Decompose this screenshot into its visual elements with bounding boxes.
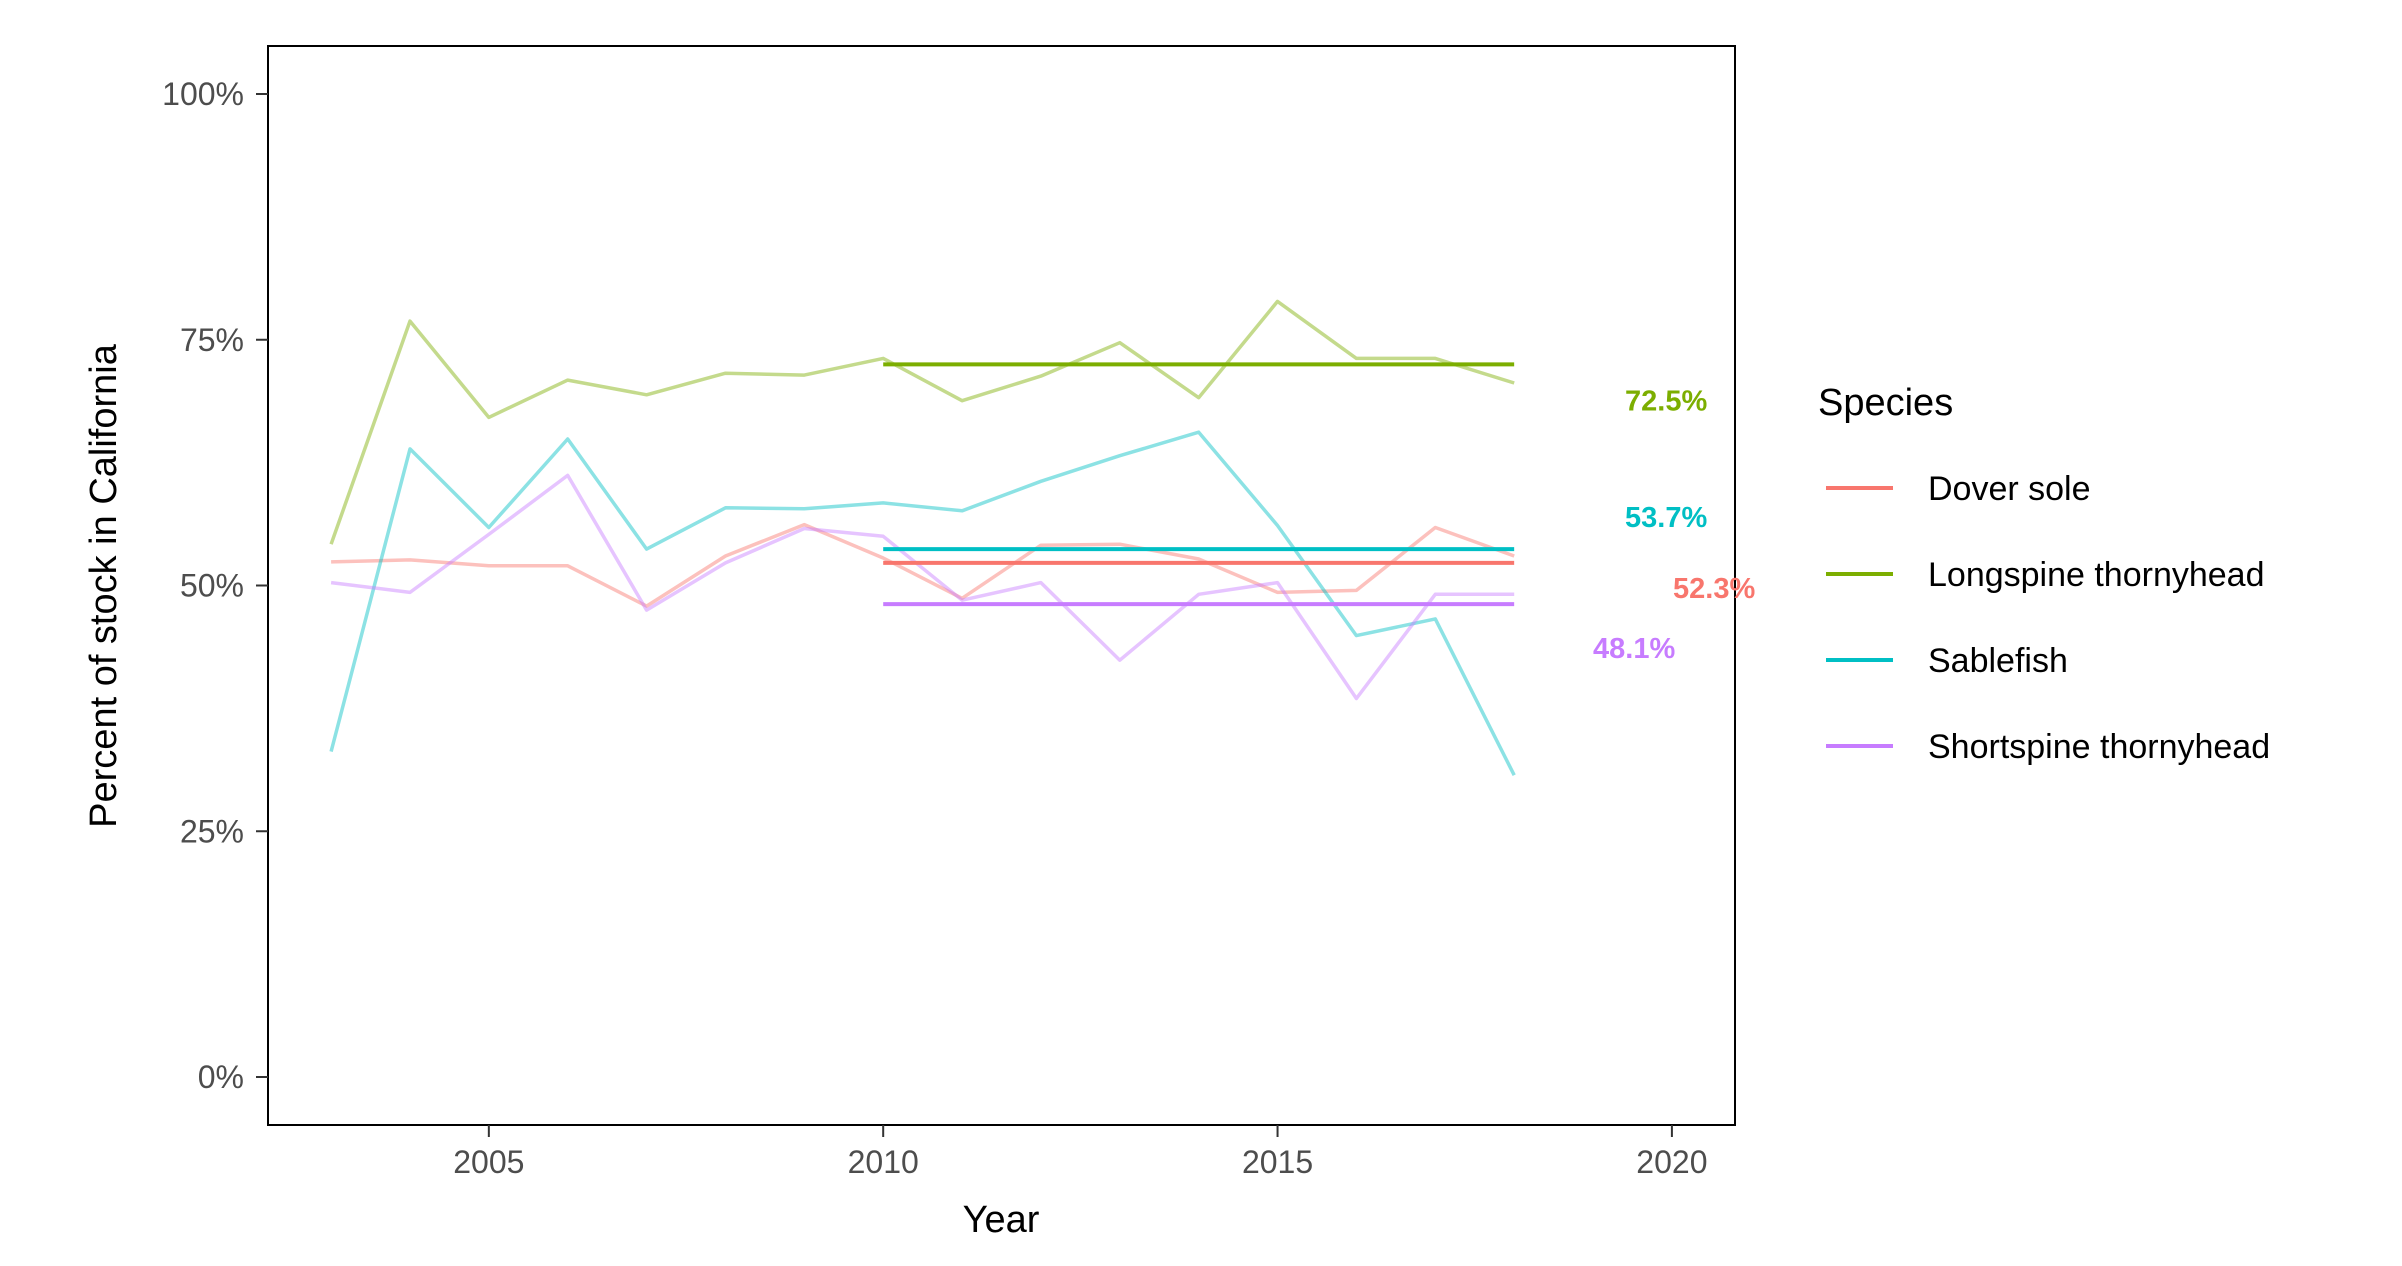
legend-label-shortspine-thornyhead: Shortspine thornyhead	[1928, 728, 2270, 766]
series-line-shortspine-thornyhead	[330, 473, 1515, 701]
y-axis: 0% 25% 50% 75% 100%	[162, 76, 268, 1095]
legend-label-sablefish: Sablefish	[1928, 642, 2068, 680]
legend-label-longspine-thornyhead: Longspine thornyhead	[1928, 556, 2265, 594]
y-tick-label: 0%	[198, 1059, 244, 1095]
x-tick-label: 2005	[453, 1144, 524, 1180]
series-line-longspine-thornyhead	[329, 299, 1515, 545]
y-tick-label: 75%	[180, 322, 244, 358]
average-label-longspine-thornyhead: 72.5%	[1625, 385, 1707, 417]
y-tick-label: 100%	[162, 76, 244, 112]
y-axis-title: Percent of stock in California	[83, 343, 125, 828]
average-label-shortspine-thornyhead: 48.1%	[1593, 633, 1675, 665]
x-tick-label: 2020	[1636, 1144, 1707, 1180]
average-label-dover-sole: 52.3%	[1673, 573, 1755, 605]
average-labels: 52.3% 72.5% 53.7% 48.1%	[1593, 385, 1755, 665]
series-line-dover-sole	[331, 522, 1515, 608]
x-tick-label: 2010	[848, 1144, 919, 1180]
average-label-sablefish: 53.7%	[1625, 502, 1707, 534]
legend-title: Species	[1818, 382, 1953, 424]
x-axis-title: Year	[963, 1199, 1040, 1241]
average-lines	[883, 362, 1515, 607]
x-tick-label: 2015	[1242, 1144, 1313, 1180]
legend-label-dover-sole: Dover sole	[1928, 470, 2091, 508]
y-tick-label: 50%	[180, 568, 244, 604]
x-axis: 2005 2010 2015 2020	[453, 1125, 1707, 1180]
legend: Species Dover sole Longspine thornyhead Sa…	[1818, 382, 2270, 766]
series-lines	[329, 299, 1516, 776]
plot-panel	[267, 45, 1736, 1126]
y-tick-label: 25%	[180, 813, 244, 849]
series-line-sablefish	[329, 430, 1516, 776]
